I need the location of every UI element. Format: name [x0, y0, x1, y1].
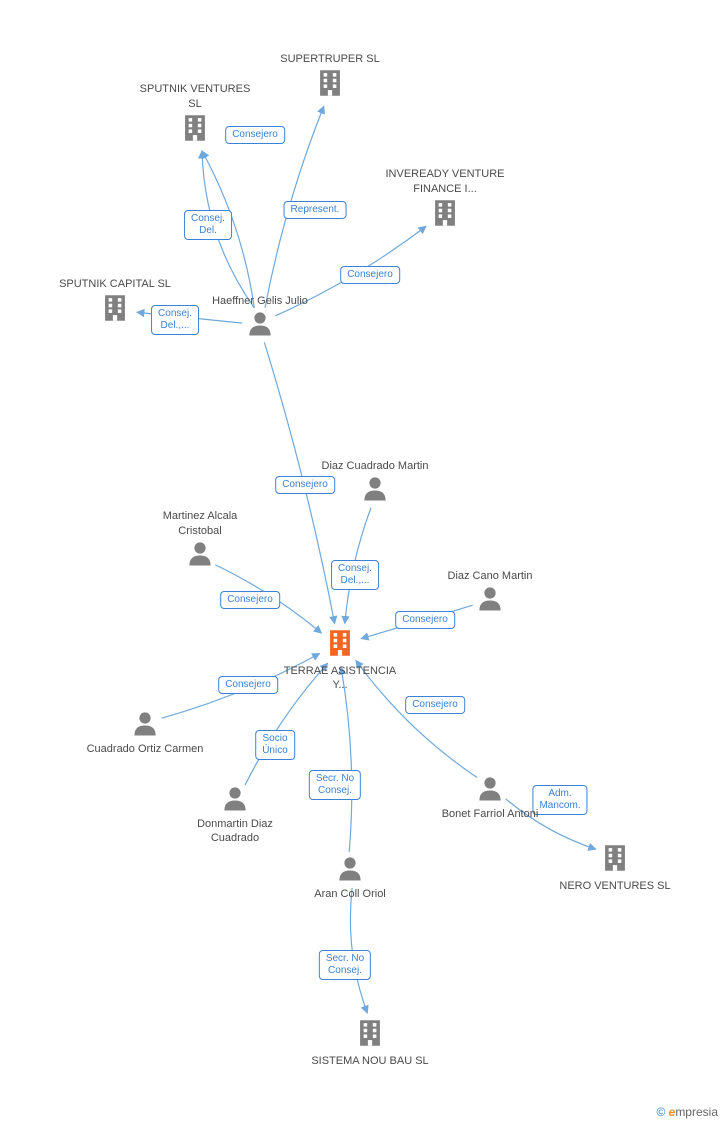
- node-label: SPUTNIK CAPITAL SL: [55, 277, 175, 291]
- person-node[interactable]: Aran Coll Oriol: [290, 853, 410, 902]
- edge-label: Consejero: [405, 696, 465, 714]
- building-icon: [353, 1016, 387, 1050]
- person-node[interactable]: Donmartin Diaz Cuadrado: [175, 783, 295, 846]
- node-label: Bonet Farriol Antoni: [430, 807, 550, 821]
- node-label: SISTEMA NOU BAU SL: [310, 1054, 430, 1068]
- node-label: Diaz Cano Martin: [430, 569, 550, 583]
- edge-label: Consejero: [220, 591, 280, 609]
- edge-label: Consej. Del.: [184, 210, 232, 240]
- building-node[interactable]: SUPERTRUPER SL: [270, 52, 390, 105]
- building-node[interactable]: SPUTNIK CAPITAL SL: [55, 277, 175, 330]
- building-node[interactable]: SISTEMA NOU BAU SL: [310, 1016, 430, 1069]
- node-label: Cuadrado Ortiz Carmen: [85, 742, 205, 756]
- person-node[interactable]: Bonet Farriol Antoni: [430, 773, 550, 822]
- building-icon: [428, 196, 462, 230]
- building-icon: [313, 66, 347, 100]
- person-icon: [130, 708, 160, 738]
- building-node[interactable]: NERO VENTURES SL: [555, 841, 675, 894]
- building-icon: [323, 626, 357, 660]
- person-icon: [360, 473, 390, 503]
- person-icon: [335, 853, 365, 883]
- building-icon: [598, 841, 632, 875]
- brand-rest: mpresia: [675, 1105, 718, 1119]
- person-icon: [245, 308, 275, 338]
- node-label: Martinez Alcala Cristobal: [140, 509, 260, 538]
- edge-label: Consejero: [218, 676, 278, 694]
- person-icon: [185, 538, 215, 568]
- edge-label: Secr. No Consej.: [319, 950, 371, 980]
- node-label: Diaz Cuadrado Martin: [315, 459, 435, 473]
- footer: © empresia: [656, 1105, 718, 1119]
- edge-label: Consejero: [340, 266, 400, 284]
- building-icon: [98, 291, 132, 325]
- node-label: Donmartin Diaz Cuadrado: [175, 817, 295, 846]
- node-label: Haeffner Gelis Julio: [200, 294, 320, 308]
- node-label: SUPERTRUPER SL: [270, 52, 390, 66]
- edge-label: Socio Único: [255, 730, 295, 760]
- person-node[interactable]: Martinez Alcala Cristobal: [140, 509, 260, 572]
- node-label: INVEREADY VENTURE FINANCE I...: [385, 167, 505, 196]
- building-node[interactable]: SPUTNIK VENTURES SL: [135, 82, 255, 149]
- person-icon: [475, 773, 505, 803]
- edge-label: Represent.: [284, 201, 347, 219]
- node-label: TERRAE ASISTENCIA Y...: [280, 664, 400, 693]
- building-icon: [178, 111, 212, 145]
- building-node[interactable]: TERRAE ASISTENCIA Y...: [280, 626, 400, 693]
- person-icon: [220, 783, 250, 813]
- node-label: Aran Coll Oriol: [290, 887, 410, 901]
- edge-label: Consej. Del.,...: [331, 560, 379, 590]
- person-node[interactable]: Haeffner Gelis Julio: [200, 294, 320, 343]
- person-node[interactable]: Diaz Cuadrado Martin: [315, 459, 435, 508]
- edge-line: [341, 667, 352, 852]
- edge-label: Secr. No Consej.: [309, 770, 361, 800]
- person-node[interactable]: Cuadrado Ortiz Carmen: [85, 708, 205, 757]
- copyright-symbol: ©: [656, 1105, 665, 1119]
- building-node[interactable]: INVEREADY VENTURE FINANCE I...: [385, 167, 505, 234]
- person-icon: [475, 583, 505, 613]
- node-label: SPUTNIK VENTURES SL: [135, 82, 255, 111]
- node-label: NERO VENTURES SL: [555, 879, 675, 893]
- person-node[interactable]: Diaz Cano Martin: [430, 569, 550, 618]
